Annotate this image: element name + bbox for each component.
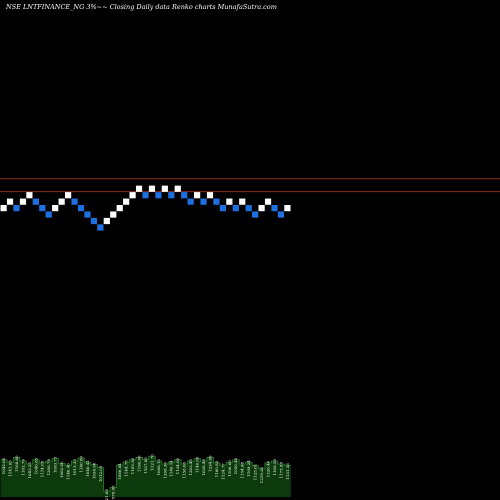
renko-brick: [194, 192, 201, 199]
volume-label: 1146.60: [195, 456, 200, 473]
volume-label: 1219.30: [259, 466, 264, 483]
volume-label: 1068.13: [156, 459, 161, 476]
renko-brick: [174, 185, 181, 192]
volume-label: 1102.76: [20, 459, 25, 476]
volume-label: 1050.40: [233, 457, 238, 474]
renko-brick: [277, 211, 285, 218]
renko-brick: [161, 185, 168, 192]
renko-brick: [110, 211, 117, 218]
volume-label: 1093.73: [53, 456, 58, 473]
renko-brick: [13, 205, 20, 212]
renko-brick: [213, 198, 220, 205]
volume-label: 976.95: [111, 485, 116, 499]
renko-brick: [148, 185, 156, 192]
volume-label: 1012.05: [98, 465, 103, 482]
renko-brick: [142, 192, 149, 199]
renko-brick: [0, 205, 7, 212]
renko-brick: [6, 198, 14, 205]
volume-label: 1125.01: [253, 464, 258, 481]
volume-label: 1066.84: [117, 463, 122, 480]
renko-brick: [103, 217, 110, 225]
renko-brick: [181, 192, 188, 199]
volume-label: 1040.41: [85, 460, 90, 477]
volume-label: 1146.40: [66, 463, 71, 480]
renko-brick: [245, 205, 252, 212]
renko-brick: [116, 205, 123, 212]
renko-brick: [271, 205, 278, 212]
renko-brick: [200, 198, 207, 205]
volume-label: 1226.40: [265, 460, 270, 477]
volume-label: 1208.79: [46, 459, 51, 476]
volume-area: [0, 455, 291, 497]
renko-bricks: [0, 185, 291, 231]
volume-label: 1160.83: [214, 460, 219, 477]
renko-brick: [252, 211, 259, 218]
volume-label: 1140.14: [169, 460, 174, 477]
renko-brick: [239, 198, 246, 205]
volume-line: [0, 455, 291, 492]
volume-labels: 1042.00 1141.05 1168.60 1102.76 1043.25 1040.…: [1, 454, 290, 500]
reference-lines: [0, 178, 500, 193]
volume-label: 1144.75: [124, 460, 129, 477]
renko-brick: [97, 224, 104, 231]
volume-label: 1028.46: [201, 459, 206, 476]
volume-label: 1175.95: [278, 462, 283, 479]
volume-label: 1208.30: [162, 462, 167, 479]
volume-label: 1158.00: [182, 462, 187, 479]
chart-title: NSE LNTFINANCE_NG 3%~~ Closing Daily dat…: [5, 3, 277, 11]
renko-brick: [90, 217, 97, 225]
renko-brick: [32, 198, 39, 205]
renko-brick: [206, 192, 214, 199]
renko-brick: [26, 192, 33, 199]
renko-brick: [284, 205, 291, 212]
volume-label: 1015.33: [72, 459, 77, 476]
renko-brick: [258, 205, 265, 212]
renko-brick: [219, 205, 226, 212]
volume-label: 1134.00: [175, 457, 180, 474]
renko-brick: [52, 205, 59, 212]
renko-brick: [58, 198, 65, 205]
renko-brick: [264, 198, 272, 205]
renko-brick: [77, 205, 85, 212]
volume-label: 1106.60: [227, 460, 232, 477]
volume-label: 1169.24: [246, 460, 251, 477]
renko-brick: [39, 205, 46, 212]
volume-label: 1140.80: [78, 456, 83, 473]
renko-brick: [232, 205, 239, 212]
volume-label: 1040.85: [33, 457, 38, 474]
renko-brick: [19, 198, 27, 205]
volume-label: 1042.00: [1, 457, 6, 474]
renko-brick: [123, 198, 130, 205]
renko-brick: [135, 185, 143, 192]
renko-brick: [155, 192, 162, 199]
renko-brick: [187, 198, 194, 205]
volume-label: 1043.25: [27, 462, 32, 479]
renko-brick: [226, 198, 233, 205]
volume-label: 1121.70: [149, 454, 154, 471]
volume-label: 1203.45: [188, 459, 193, 476]
volume-label: 921.80: [104, 489, 109, 500]
renko-brick: [84, 211, 91, 218]
renko-brick: [71, 198, 78, 205]
volume-label: 1107.00: [143, 457, 148, 474]
volume-label: 1036.90: [91, 462, 96, 479]
volume-label: 1168.60: [14, 455, 19, 472]
renko-brick: [129, 192, 136, 199]
volume-label: 1154.98: [240, 462, 245, 479]
volume-label: 1108.50: [272, 459, 277, 476]
volume-label: 1124.77: [220, 463, 225, 480]
volume-label: 1165.50: [130, 457, 135, 474]
volume-label: 1062.00: [59, 461, 64, 478]
volume-label: 1114.05: [40, 460, 45, 477]
volume-fill: [0, 456, 291, 497]
volume-label: 1190.06: [136, 455, 141, 472]
volume-label: 1234.89: [207, 455, 212, 472]
renko-brick: [65, 192, 72, 199]
volume-label: 1141.05: [7, 460, 12, 477]
volume-label: 1131.33: [285, 463, 290, 480]
renko-brick: [45, 211, 52, 218]
renko-brick: [168, 192, 175, 199]
